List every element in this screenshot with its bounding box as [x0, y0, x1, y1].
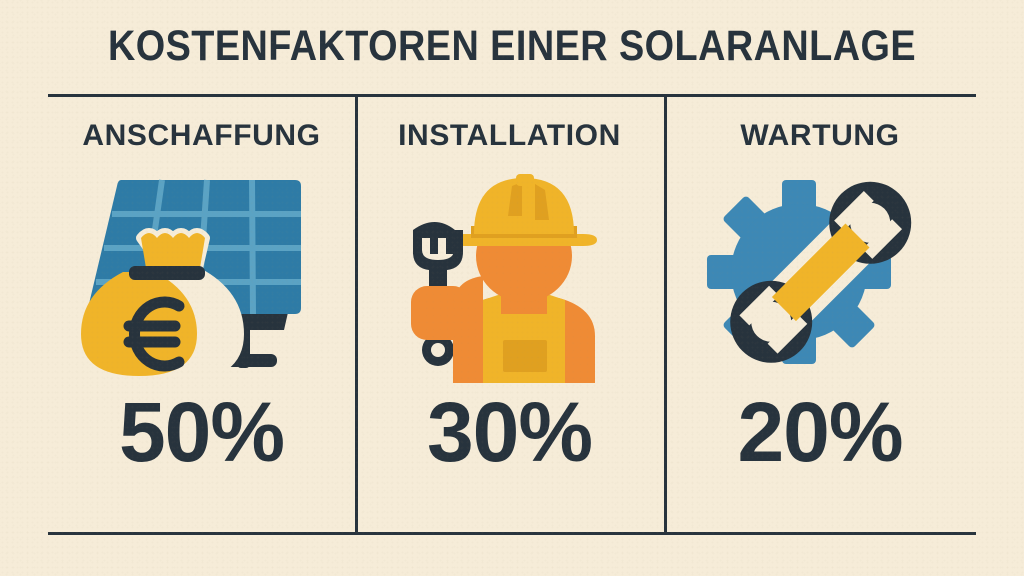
column-value-wartung: 20%	[737, 385, 903, 479]
page-title: KOSTENFAKTOREN EINER SOLARANLAGE	[107, 22, 917, 70]
column-wartung: WARTUNG	[664, 97, 976, 532]
divider-vertical-1	[355, 94, 358, 535]
construction-worker-icon	[385, 163, 635, 388]
column-label-anschaffung: ANSCHAFFUNG	[82, 119, 321, 152]
column-installation: INSTALLATION	[355, 97, 664, 532]
column-value-anschaffung: 50%	[118, 385, 285, 479]
divider-top	[48, 94, 976, 97]
gear-wrench-icon	[695, 163, 945, 388]
solar-panel-money-bag-icon	[77, 163, 327, 388]
columns-container: ANSCHAFFUNG	[48, 97, 976, 532]
divider-vertical-2	[664, 94, 667, 535]
column-label-wartung: WARTUNG	[740, 119, 900, 152]
column-value-installation: 30%	[426, 385, 593, 479]
column-label-installation: INSTALLATION	[398, 119, 621, 152]
column-anschaffung: ANSCHAFFUNG	[48, 97, 355, 532]
divider-bottom	[48, 532, 976, 535]
